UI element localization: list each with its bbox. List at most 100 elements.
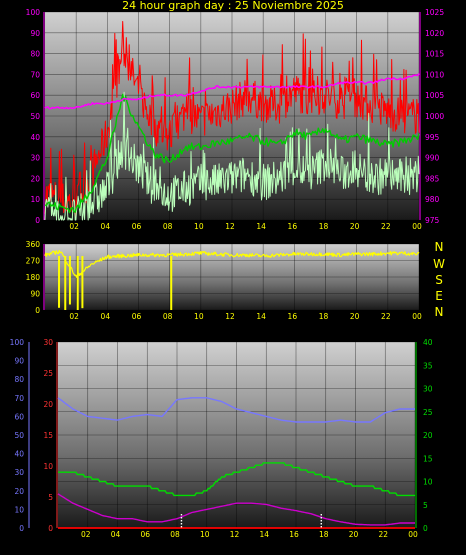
climate-panel-x-tick: 04 [111, 530, 121, 539]
blue-y-tick: 50 [14, 431, 24, 440]
wind-direction-panel-x-tick: 22 [381, 312, 391, 321]
climate-panel-x-tick: 10 [200, 530, 210, 539]
green-y-tick: 15 [423, 454, 433, 463]
blue-y-tick: 90 [14, 357, 24, 366]
direction-y-tick: 180 [26, 273, 41, 282]
wind-direction-panel-x-tick: 12 [225, 312, 235, 321]
red-y-tick: 5 [48, 493, 53, 502]
climate-panel-x-tick: 08 [170, 530, 180, 539]
left-y-tick: 80 [30, 50, 40, 59]
wind-direction-panel-x-tick: 06 [132, 312, 142, 321]
wind-direction-panel-x-tick: 02 [69, 312, 79, 321]
right-y-tick: 1015 [425, 50, 444, 59]
pressure-series-line [44, 73, 420, 110]
wind-dir-label-n-top: N [434, 240, 444, 254]
green-y-tick: 5 [423, 501, 428, 510]
wind-direction-panel-x-tick: 14 [256, 312, 266, 321]
blue-y-tick: 60 [14, 412, 24, 421]
climate-panel-x-tick: 14 [259, 530, 269, 539]
dewpoint-series-line [57, 493, 415, 526]
temperature-series-line [58, 462, 415, 497]
left-y-tick: 20 [30, 174, 40, 183]
left-y-tick: 10 [30, 195, 40, 204]
climate-panel-x-tick: 22 [378, 530, 388, 539]
left-y-tick: 70 [30, 70, 40, 79]
green-y-tick: 10 [423, 478, 433, 487]
right-y-tick: 1010 [425, 70, 444, 79]
blue-y-tick: 30 [14, 468, 24, 477]
left-y-tick: 50 [30, 112, 40, 121]
red-y-tick: 0 [48, 524, 53, 533]
wind-direction-panel-x-tick: 08 [163, 312, 173, 321]
climate-panel-x-tick: 06 [140, 530, 150, 539]
red-y-tick: 10 [43, 462, 53, 471]
left-y-tick: 90 [30, 29, 40, 38]
wind-direction-panel-x-tick: 10 [194, 312, 204, 321]
direction-y-tick: 0 [35, 306, 40, 315]
blue-y-tick: 100 [10, 338, 25, 347]
right-y-tick: 1020 [425, 29, 444, 38]
right-y-tick: 975 [425, 216, 440, 225]
left-y-tick: 60 [30, 91, 40, 100]
climate-panel-x-tick: 16 [289, 530, 299, 539]
wind-dir-label-n-bottom: N [434, 305, 444, 319]
climate-panel-x-tick: 12 [230, 530, 240, 539]
wind-direction-panel-x-tick: 20 [350, 312, 360, 321]
blue-y-tick: 10 [14, 505, 24, 514]
wind-dir-label-w: W [433, 257, 445, 271]
min-speed-series-line [44, 91, 420, 221]
direction-y-tick: 90 [30, 290, 40, 299]
right-y-tick: 990 [425, 154, 440, 163]
humidity-series-line [57, 397, 415, 423]
wind-direction-series-line [44, 249, 420, 278]
blue-y-tick: 20 [14, 487, 24, 496]
climate-panel-x-tick: 18 [319, 530, 329, 539]
red-y-tick: 25 [43, 369, 53, 378]
right-y-tick: 1005 [425, 91, 444, 100]
wind-speed-panel-x-tick: 06 [132, 222, 142, 231]
right-y-tick: 985 [425, 174, 440, 183]
wind-dir-label-s: S [435, 273, 443, 287]
blue-y-tick: 80 [14, 375, 24, 384]
avg-speed-series-line [44, 93, 420, 214]
wind-direction-panel-x-tick: 04 [101, 312, 111, 321]
blue-y-tick: 40 [14, 450, 24, 459]
green-y-tick: 0 [423, 524, 428, 533]
chart-title: 24 hour graph day : 25 Noviembre 2025 [122, 0, 344, 12]
green-y-tick: 25 [423, 408, 433, 417]
green-y-tick: 35 [423, 361, 433, 370]
wind-speed-panel-x-tick: 04 [101, 222, 111, 231]
wind-direction-panel-x-tick: 16 [288, 312, 298, 321]
gust-series-line [44, 21, 420, 218]
wind-speed-panel-x-tick: 20 [350, 222, 360, 231]
red-y-tick: 20 [43, 400, 53, 409]
green-y-tick: 40 [423, 338, 433, 347]
direction-y-tick: 270 [26, 257, 41, 266]
blue-y-tick: 70 [14, 394, 24, 403]
right-y-tick: 980 [425, 195, 440, 204]
right-y-tick: 1000 [425, 112, 444, 121]
red-y-tick: 15 [43, 431, 53, 440]
left-y-tick: 30 [30, 154, 40, 163]
wind-speed-panel-x-tick: 18 [319, 222, 329, 231]
green-y-tick: 30 [423, 385, 433, 394]
green-y-tick: 20 [423, 431, 433, 440]
wind-speed-panel-x-tick: 08 [163, 222, 173, 231]
wind-speed-panel-x-tick: 22 [381, 222, 391, 231]
left-y-tick: 100 [26, 8, 41, 17]
wind-speed-panel-x-tick: 00 [412, 222, 422, 231]
climate-panel-x-tick: 00 [408, 530, 418, 539]
climate-panel-x-tick: 20 [349, 530, 359, 539]
wind-speed-panel-x-tick: 10 [194, 222, 204, 231]
wind-direction-panel-x-tick: 18 [319, 312, 329, 321]
left-y-tick: 0 [35, 216, 40, 225]
wind-speed-panel-x-tick: 16 [288, 222, 298, 231]
direction-y-tick: 360 [26, 240, 41, 249]
left-y-tick: 40 [30, 133, 40, 142]
wind-direction-panel-x-tick: 00 [412, 312, 422, 321]
wind-dir-label-e: E [435, 289, 443, 303]
right-y-tick: 995 [425, 133, 440, 142]
right-y-tick: 1025 [425, 8, 444, 17]
wind-speed-panel-x-tick: 12 [225, 222, 235, 231]
